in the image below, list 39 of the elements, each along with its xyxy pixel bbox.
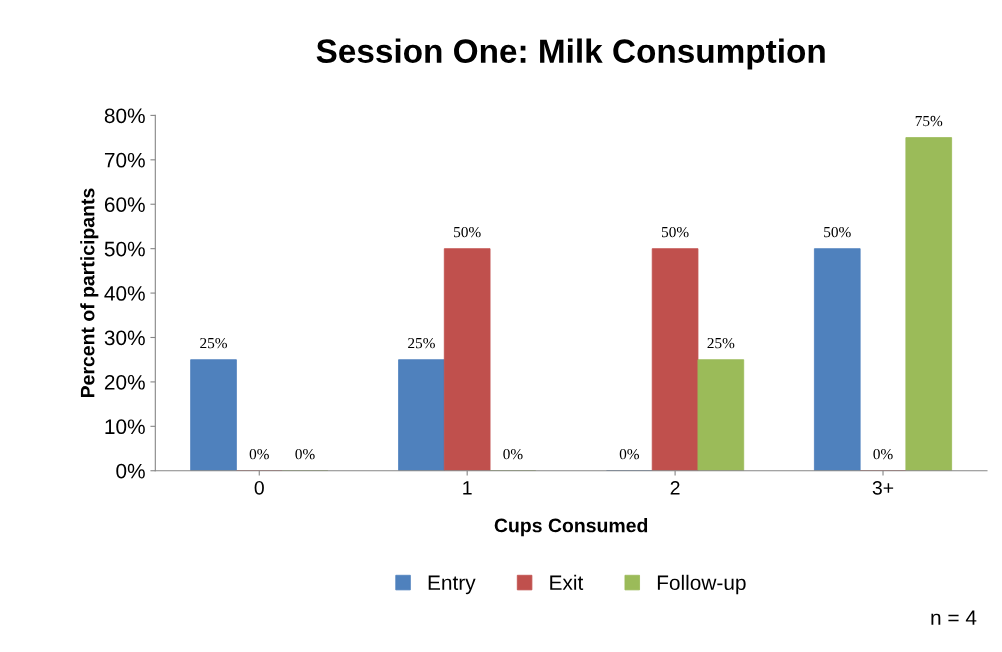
bar [905, 137, 953, 471]
legend-label: Follow-up [657, 574, 746, 595]
bar [651, 248, 699, 471]
legend-label: Exit [550, 574, 584, 591]
text: n = 4 [931, 610, 977, 625]
legend-label: Entry [428, 575, 476, 595]
data-label: 50% [454, 226, 481, 238]
x-tick-label: 3+ [872, 480, 894, 495]
y-tick-label: 0% [116, 463, 145, 479]
bar [443, 248, 491, 471]
data-label: 25% [707, 337, 735, 349]
bar [398, 359, 445, 471]
y-tick-label: 70% [104, 152, 145, 168]
data-label: 50% [824, 226, 851, 238]
y-axis-title: Percent of participants [80, 188, 99, 398]
data-label: 0% [619, 449, 640, 460]
y-tick-label: 60% [104, 197, 145, 212]
y-tick-label: 80% [104, 108, 145, 124]
x-tick-label: 1 [463, 481, 472, 495]
data-label: 50% [661, 226, 689, 238]
data-label: 0% [295, 449, 315, 460]
data-label: 0% [873, 449, 893, 460]
x-tick-label: 2 [670, 480, 680, 495]
data-label: 75% [915, 115, 943, 127]
y-tick-label: 50% [104, 241, 145, 257]
chart-title: Session One: Milk Consumption [316, 38, 825, 70]
data-label: 25% [200, 337, 228, 349]
bar [697, 359, 745, 471]
data-label: 0% [503, 449, 523, 460]
data-label: 25% [408, 337, 435, 349]
x-axis-title: Cups Consumed [494, 518, 648, 537]
bar [813, 248, 861, 471]
bar [190, 359, 237, 471]
data-label: 0% [249, 449, 269, 460]
x-tick-label: 0 [254, 480, 264, 495]
y-tick-label: 30% [104, 330, 145, 346]
y-tick-label: 10% [105, 419, 145, 435]
y-tick-label: 40% [104, 286, 145, 301]
y-tick-label: 20% [104, 374, 145, 390]
